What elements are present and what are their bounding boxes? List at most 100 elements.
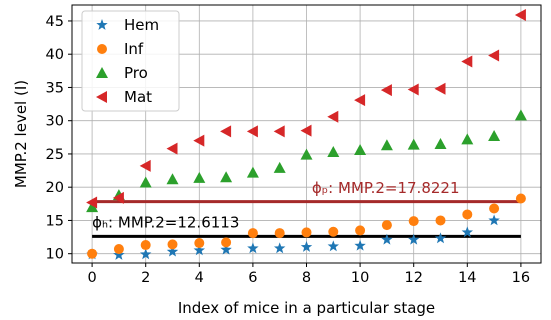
data-point-inf [435,215,446,226]
data-point-pro [354,143,367,155]
data-markers [86,8,527,260]
data-point-mat [166,142,178,155]
data-point-mat [273,125,285,138]
reference-line-label: ϕₚ: MMP.2=17.8221 [312,179,460,197]
data-point-inf [221,237,232,248]
data-point-hem [139,248,152,260]
data-point-inf [274,228,285,239]
data-point-inf [167,239,178,250]
data-point-hem [273,242,286,254]
data-point-mat [514,8,526,21]
x-tick-label: 16 [512,270,530,286]
data-point-inf [328,226,339,237]
data-point-hem [300,241,313,252]
data-point-pro [461,133,474,145]
data-point-inf [515,193,526,204]
reference-line-label: ϕₕ: MMP.2=12.6113 [92,214,239,232]
x-axis-label: Index of mice in a particular stage [178,299,435,317]
data-point-mat [354,94,366,107]
data-point-hem [488,214,500,226]
data-point-pro [166,173,179,185]
legend-label-mat: Mat [124,88,152,106]
data-point-inf [462,209,473,220]
data-point-mat [407,83,419,96]
y-tick-label: 45 [46,14,64,30]
x-tick-label: 8 [302,270,311,286]
data-point-inf [381,220,392,231]
data-point-mat [488,49,500,62]
legend-marker-mat [96,91,107,103]
legend-label-inf: Inf [124,40,144,58]
data-point-inf [140,240,151,251]
data-point-pro [86,201,99,213]
data-point-mat [86,196,98,209]
data-point-hem [220,243,232,255]
data-point-pro [220,171,233,183]
data-point-pro [300,148,313,160]
data-point-mat [380,84,392,97]
legend-box [81,10,180,112]
x-tick-label: 10 [351,270,369,286]
data-point-pro [273,161,286,173]
data-point-hem [354,239,366,251]
data-point-inf [355,225,366,236]
data-point-hem [381,233,393,245]
x-tick-label: 6 [248,270,257,286]
data-point-inf [194,238,205,249]
data-point-pro [193,171,206,183]
data-point-hem [327,240,340,252]
data-point-pro [246,166,259,178]
x-tick-label: 0 [87,270,96,286]
data-point-mat [220,125,232,138]
series-mat [86,8,526,209]
series-hem [86,214,500,260]
data-point-mat [139,159,151,172]
data-point-mat [434,82,446,95]
data-point-mat [461,55,473,68]
y-tick-label: 30 [46,114,64,130]
data-point-pro [488,129,501,141]
y-tick-label: 35 [46,80,64,96]
y-tick-label: 20 [46,180,64,196]
data-point-pro [380,139,393,151]
x-tick-label: 4 [195,270,204,286]
series-inf [87,193,526,259]
x-tick-label: 2 [141,270,150,286]
data-point-hem [461,226,474,238]
data-point-inf [247,228,258,239]
x-tick-label: 12 [404,270,422,286]
data-point-inf [489,203,500,214]
data-point-mat [300,124,312,137]
legend-marker-pro [96,67,108,78]
data-point-mat [193,134,205,147]
data-point-mat [327,110,339,123]
y-tick-label: 10 [46,247,64,263]
data-point-inf [408,216,419,227]
data-point-inf [87,248,98,259]
series-pro [86,109,527,213]
data-point-hem [247,242,259,254]
data-point-pro [407,138,420,150]
data-point-hem [434,232,447,244]
legend-label-pro: Pro [124,64,148,82]
data-point-pro [327,145,340,157]
data-point-pro [139,176,152,188]
y-tick-label: 15 [46,213,64,229]
y-axis-label: MMP.2 level (I) [12,80,30,188]
data-point-pro [434,137,447,149]
data-point-mat [246,125,258,138]
legend: Hem Inf Pro Mat [81,10,180,112]
data-point-inf [113,244,124,255]
data-point-mat [112,191,124,204]
data-point-hem [407,233,420,245]
y-tick-label: 25 [46,147,64,163]
axis-ticks: 0 2 4 6 8 10 12 14 16 10 15 20 25 30 35 40 45 [46,14,531,286]
data-point-hem [193,244,206,256]
x-tick-label: 14 [458,270,476,286]
legend-label-hem: Hem [124,16,159,34]
data-point-inf [301,227,312,238]
data-point-pro [514,109,527,121]
legend-marker-inf [97,44,107,54]
y-tick-label: 40 [46,47,64,63]
